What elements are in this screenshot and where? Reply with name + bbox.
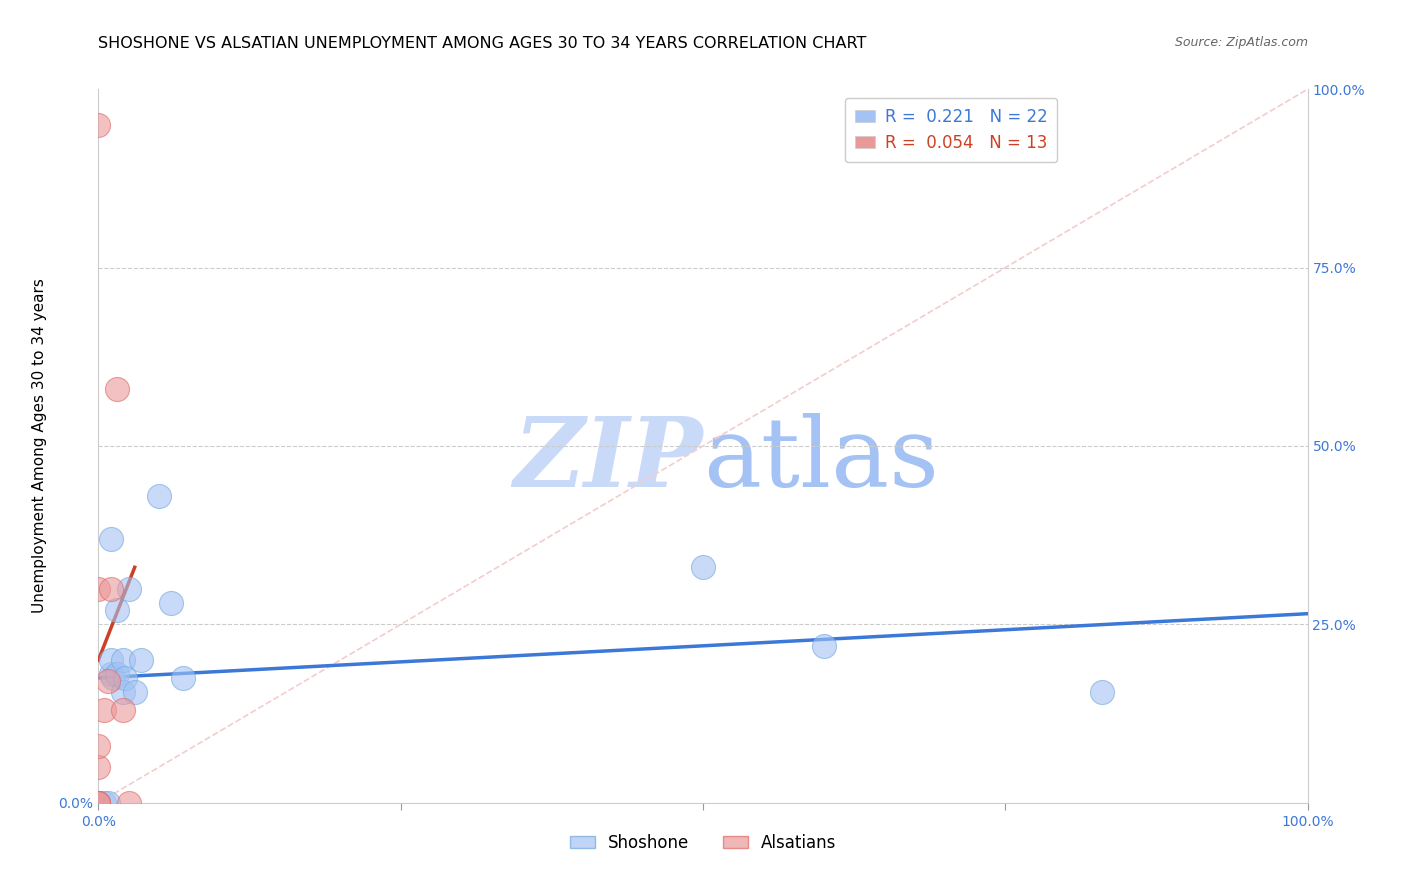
Point	[148, 489, 170, 503]
Point	[105, 382, 128, 396]
Text: atlas: atlas	[703, 413, 939, 508]
Point	[100, 532, 122, 546]
Point	[87, 796, 110, 810]
Point	[87, 796, 110, 810]
Point	[87, 739, 110, 753]
Point	[118, 582, 141, 596]
Point	[100, 653, 122, 667]
Legend: Shoshone, Alsatians: Shoshone, Alsatians	[562, 828, 844, 859]
Point	[172, 671, 194, 685]
Point	[124, 685, 146, 699]
Point	[87, 582, 110, 596]
Point	[813, 639, 835, 653]
Point	[100, 667, 122, 681]
Point	[692, 560, 714, 574]
Point	[93, 796, 115, 810]
Point	[111, 703, 134, 717]
Point	[87, 118, 110, 132]
Point	[1091, 685, 1114, 699]
Point	[160, 596, 183, 610]
Point	[97, 796, 120, 810]
Point	[93, 703, 115, 717]
Point	[101, 671, 124, 685]
Text: ZIP: ZIP	[513, 413, 703, 508]
Point	[118, 796, 141, 810]
Point	[87, 760, 110, 774]
Text: SHOSHONE VS ALSATIAN UNEMPLOYMENT AMONG AGES 30 TO 34 YEARS CORRELATION CHART: SHOSHONE VS ALSATIAN UNEMPLOYMENT AMONG …	[98, 36, 866, 51]
Point	[105, 667, 128, 681]
Point	[111, 685, 134, 699]
Point	[100, 582, 122, 596]
Point	[87, 796, 110, 810]
Y-axis label: Unemployment Among Ages 30 to 34 years: Unemployment Among Ages 30 to 34 years	[32, 278, 48, 614]
Point	[97, 674, 120, 689]
Point	[129, 653, 152, 667]
Point	[111, 653, 134, 667]
Point	[114, 671, 136, 685]
Point	[87, 796, 110, 810]
Text: Source: ZipAtlas.com: Source: ZipAtlas.com	[1174, 36, 1308, 49]
Point	[87, 796, 110, 810]
Point	[105, 603, 128, 617]
